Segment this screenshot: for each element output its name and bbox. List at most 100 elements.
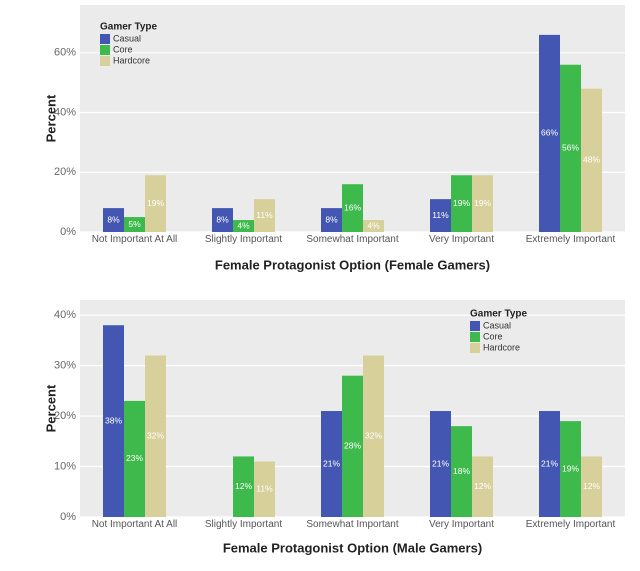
value-label: 21% xyxy=(541,458,558,468)
bar xyxy=(451,426,472,517)
y-tick-label: 20% xyxy=(54,410,76,422)
bar xyxy=(539,34,560,232)
bar xyxy=(363,220,384,232)
value-label: 66% xyxy=(541,128,558,138)
bar xyxy=(560,421,581,517)
bar xyxy=(145,355,166,517)
bar xyxy=(103,208,124,232)
bar xyxy=(342,375,363,517)
bar xyxy=(103,325,124,517)
value-label: 12% xyxy=(235,481,252,491)
value-label: 4% xyxy=(237,220,250,230)
x-tick-label: Somewhat Important xyxy=(306,234,399,245)
x-tick-label-box: Somewhat Important xyxy=(306,234,399,245)
bar xyxy=(212,208,233,232)
x-tick-label: Extremely Important xyxy=(525,234,616,245)
y-tick-label: 40% xyxy=(54,106,76,118)
legend-swatch xyxy=(100,45,110,55)
value-label: 12% xyxy=(583,481,600,491)
x-tick-label: Very Important xyxy=(428,234,495,245)
legend-label: Hardcore xyxy=(113,55,150,65)
value-label: 48% xyxy=(583,155,600,165)
x-tick-label-box: Very Important xyxy=(428,234,495,245)
value-label: 56% xyxy=(562,143,579,153)
value-label: 4% xyxy=(367,220,380,230)
y-tick-label: 30% xyxy=(54,360,76,372)
x-tick-label-box: Extremely Important xyxy=(525,234,616,245)
x-tick-label: Not Important At All xyxy=(91,234,178,245)
value-label: 8% xyxy=(107,214,120,224)
x-tick-label-box: Slightly Important xyxy=(204,234,283,245)
x-tick-label-box: Slightly Important xyxy=(204,519,283,530)
bar xyxy=(233,456,254,517)
legend-label: Core xyxy=(483,331,503,341)
legend-label: Core xyxy=(113,44,133,54)
bar xyxy=(472,175,493,232)
value-label: 19% xyxy=(147,198,164,208)
value-label: 23% xyxy=(126,453,143,463)
bar xyxy=(581,456,602,517)
bar xyxy=(124,217,145,232)
y-tick-label: 20% xyxy=(54,166,76,178)
value-label: 21% xyxy=(432,458,449,468)
value-label: 38% xyxy=(105,415,122,425)
x-tick-label-box: Somewhat Important xyxy=(306,519,399,530)
y-axis-title: Percent xyxy=(43,94,58,142)
x-tick-label: Not Important At All xyxy=(91,519,178,530)
value-label: 11% xyxy=(256,483,273,493)
value-label: 12% xyxy=(474,481,491,491)
value-label: 18% xyxy=(453,466,470,476)
value-label: 19% xyxy=(562,463,579,473)
x-axis-title: Female Protagonist Option (Female Gamers… xyxy=(215,257,490,272)
y-tick-label: 40% xyxy=(54,309,76,321)
bar xyxy=(321,411,342,517)
x-tick-label-box: Very Important xyxy=(428,519,495,530)
x-axis-title: Female Protagonist Option (Male Gamers) xyxy=(223,540,482,555)
bar xyxy=(539,411,560,517)
legend-swatch xyxy=(100,34,110,44)
bar xyxy=(254,199,275,232)
bar xyxy=(363,355,384,517)
x-tick-label: Somewhat Important xyxy=(306,519,399,530)
bar xyxy=(581,88,602,232)
value-label: 8% xyxy=(325,214,338,224)
bar xyxy=(560,64,581,232)
value-label: 16% xyxy=(344,202,361,212)
value-label: 19% xyxy=(474,198,491,208)
value-label: 32% xyxy=(147,431,164,441)
bar xyxy=(321,208,342,232)
legend-label: Hardcore xyxy=(483,342,520,352)
y-axis-title: Percent xyxy=(43,384,58,432)
legend-label: Casual xyxy=(483,320,511,330)
x-tick-label: Slightly Important xyxy=(204,234,283,245)
x-tick-label: Extremely Important xyxy=(525,519,616,530)
bar xyxy=(342,184,363,232)
x-tick-label-box: Not Important At All xyxy=(91,234,178,245)
y-tick-label: 60% xyxy=(54,47,76,59)
x-tick-label: Very Important xyxy=(428,519,495,530)
y-tick-label: 10% xyxy=(54,460,76,472)
bar xyxy=(430,411,451,517)
legend-swatch xyxy=(470,332,480,342)
bar xyxy=(145,175,166,232)
legend-title: Gamer Type xyxy=(470,309,527,320)
value-label: 32% xyxy=(365,431,382,441)
value-label: 11% xyxy=(432,210,449,220)
value-label: 5% xyxy=(128,219,141,229)
x-tick-label-box: Extremely Important xyxy=(525,519,616,530)
legend-title: Gamer Type xyxy=(100,22,157,33)
x-tick-label: Slightly Important xyxy=(204,519,283,530)
bar xyxy=(124,400,145,517)
legend-swatch xyxy=(470,321,480,331)
bar xyxy=(472,456,493,517)
value-label: 19% xyxy=(453,198,470,208)
x-tick-label-box: Not Important At All xyxy=(91,519,178,530)
bar xyxy=(430,199,451,232)
bar xyxy=(233,220,254,232)
value-label: 21% xyxy=(323,458,340,468)
bar xyxy=(451,175,472,232)
y-tick-label: 0% xyxy=(60,511,76,523)
legend-swatch xyxy=(470,343,480,353)
legend-swatch xyxy=(100,56,110,66)
